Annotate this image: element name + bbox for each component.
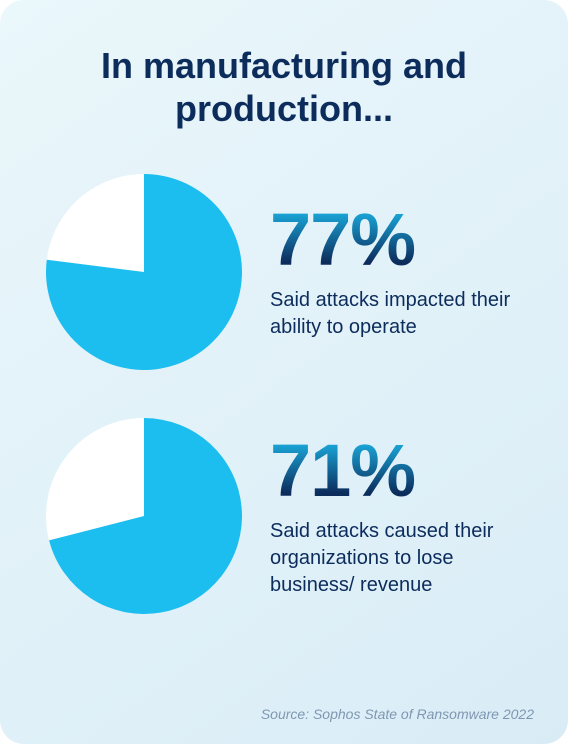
- stat-percent-1: 71%: [270, 434, 522, 508]
- stat-row-0: 77% Said attacks impacted their ability …: [46, 174, 522, 370]
- stat-text-1: 71% Said attacks caused their organizati…: [270, 434, 522, 599]
- stat-percent-0: 77%: [270, 203, 522, 277]
- pie-chart-1: [46, 418, 242, 614]
- infographic-card: In manufacturing and production... 77% S…: [0, 0, 568, 744]
- stat-row-1: 71% Said attacks caused their organizati…: [46, 418, 522, 614]
- page-title: In manufacturing and production...: [46, 44, 522, 130]
- source-note: Source: Sophos State of Ransomware 2022: [261, 706, 534, 722]
- stat-desc-1: Said attacks caused their organizations …: [270, 518, 522, 599]
- pie-chart-0: [46, 174, 242, 370]
- stat-text-0: 77% Said attacks impacted their ability …: [270, 203, 522, 341]
- stat-desc-0: Said attacks impacted their ability to o…: [270, 287, 522, 341]
